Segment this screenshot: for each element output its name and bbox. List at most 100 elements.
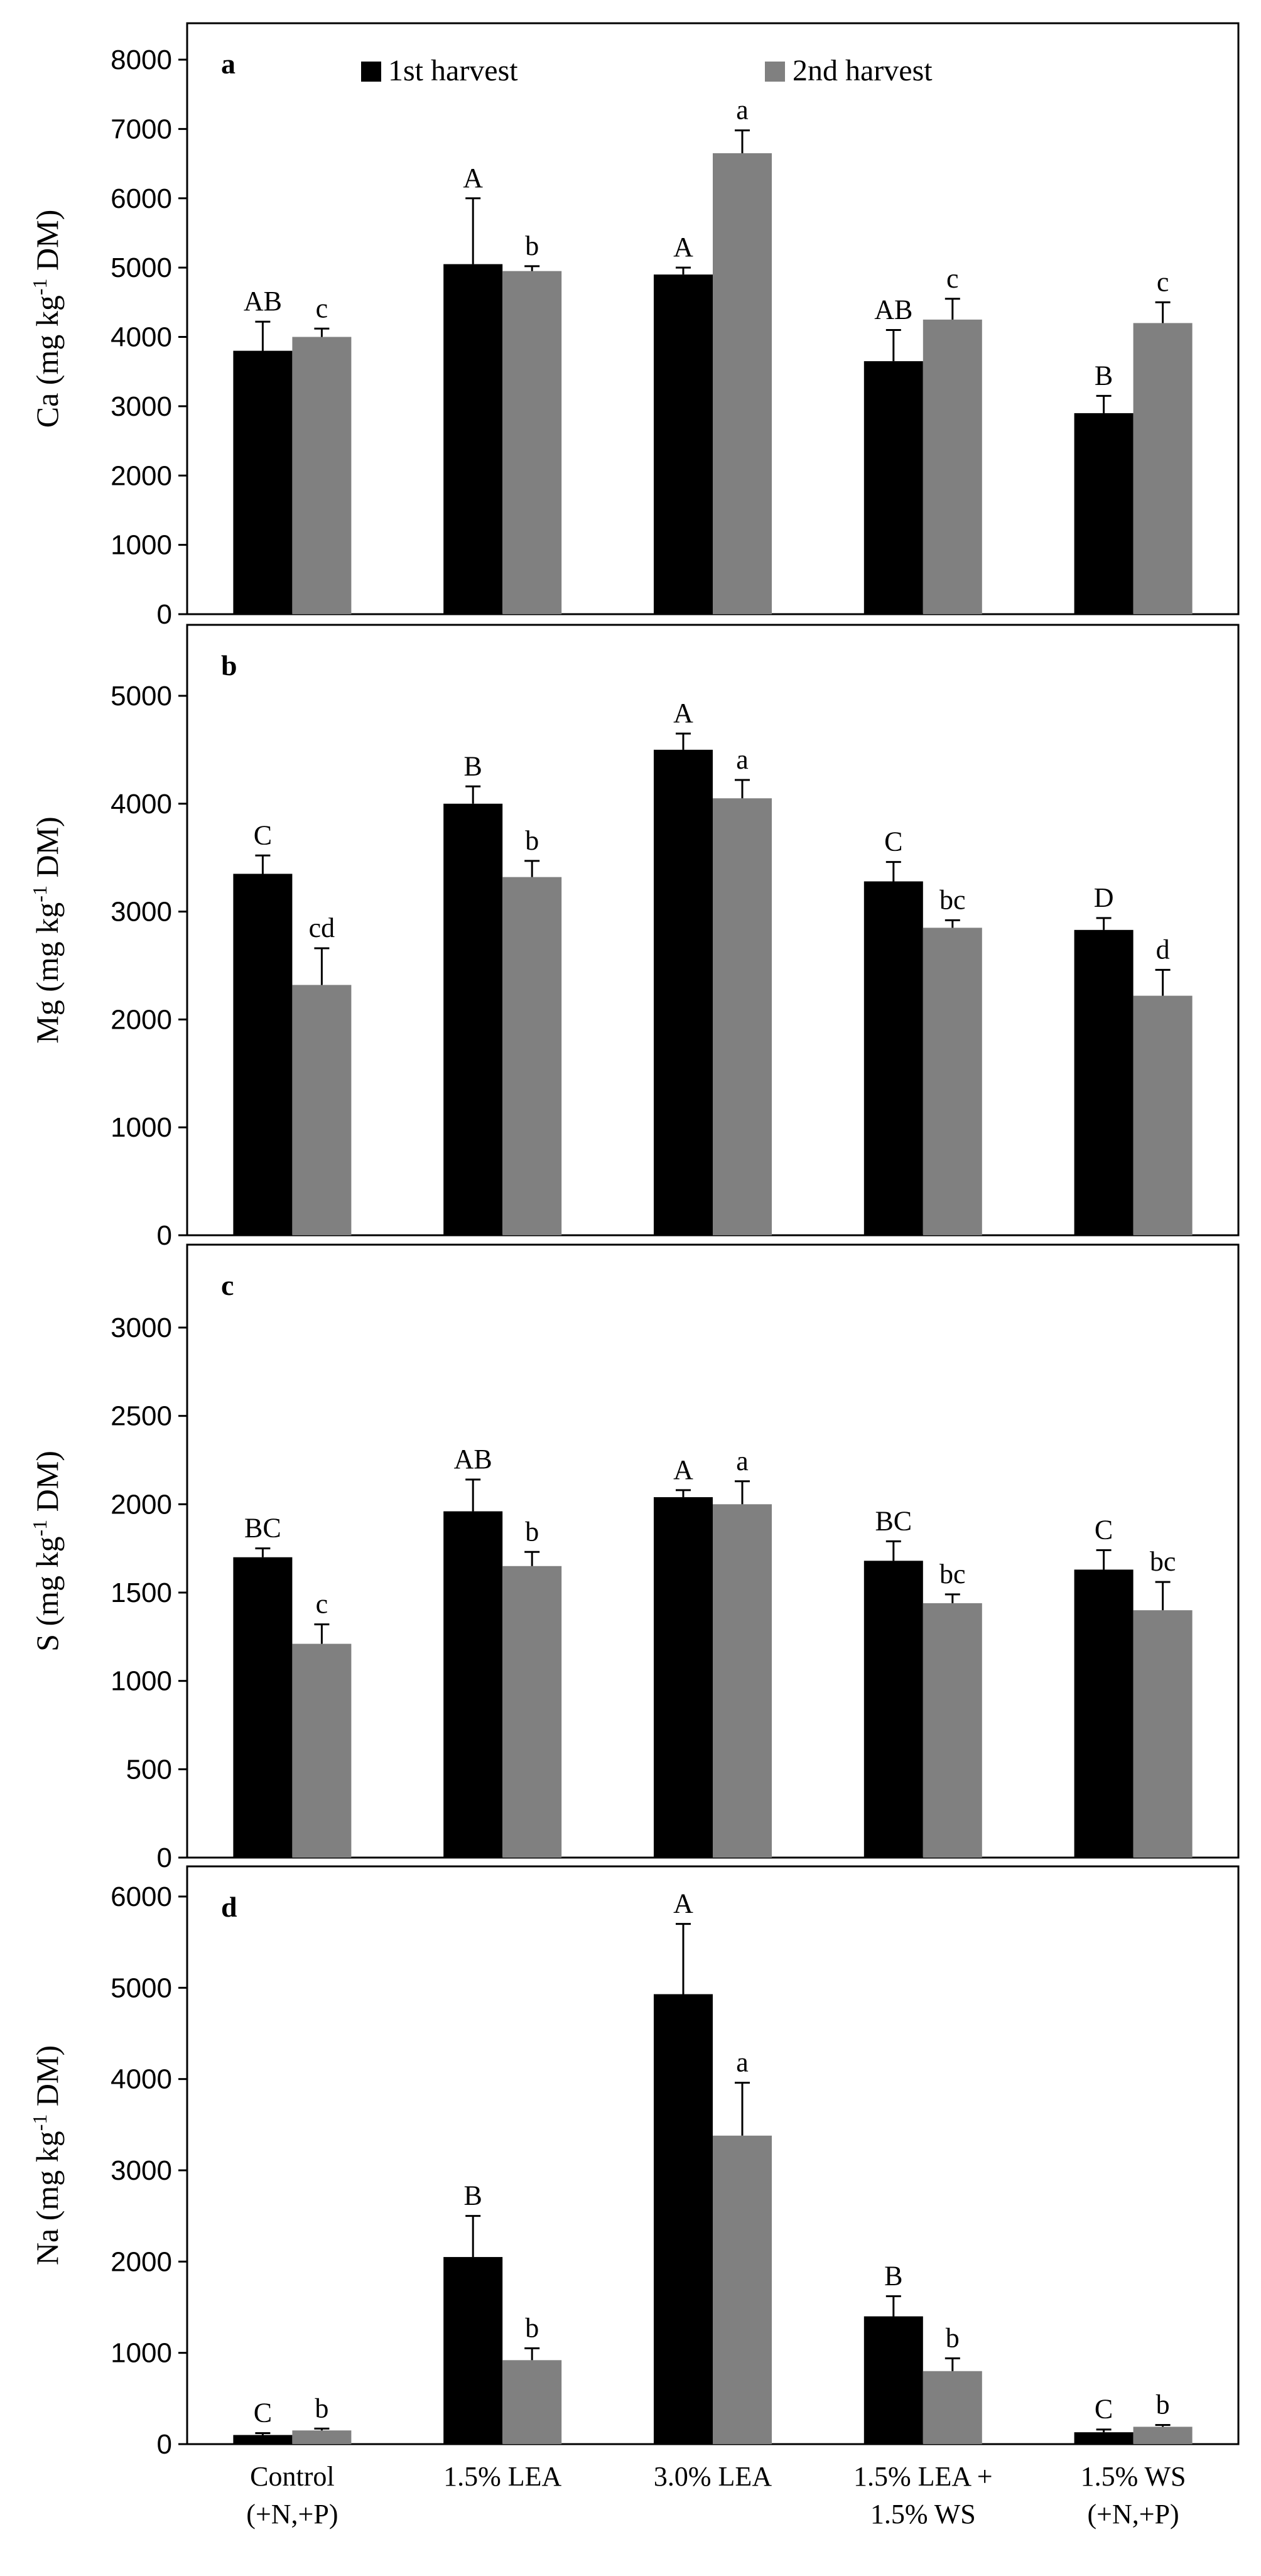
significance-letter: bc <box>1150 1546 1176 1577</box>
bar-c-1st-1 <box>443 1511 503 1858</box>
bar-a-1st-1 <box>443 264 503 614</box>
significance-letter: bc <box>939 1559 966 1589</box>
y-axis-label: Na (mg kg-1 DM) <box>28 2045 65 2265</box>
legend-swatch-1st-harvest <box>361 62 381 82</box>
bar-a-2nd-4 <box>1133 323 1193 614</box>
significance-letter: C <box>254 820 272 850</box>
bar-d-1st-0 <box>233 2435 293 2444</box>
bar-c-2nd-0 <box>292 1643 352 1858</box>
y-tick-label: 2500 <box>111 1401 172 1432</box>
bar-a-1st-3 <box>863 361 923 614</box>
bar-c-2nd-4 <box>1133 1610 1193 1858</box>
significance-letter: c <box>946 263 959 294</box>
significance-letter: d <box>1156 934 1170 965</box>
panel-label: b <box>221 649 237 681</box>
bar-d-2nd-4 <box>1133 2427 1193 2444</box>
significance-letter: A <box>673 1454 693 1485</box>
significance-letter: C <box>1095 1514 1113 1545</box>
x-axis-category-labels: Control (+N,+P) 1.5% LEA 3.0% LEA 1.5% LEA +… <box>246 2461 1186 2530</box>
y-tick-label: 6000 <box>111 183 172 214</box>
significance-letter: C <box>884 826 902 857</box>
panel-d: 0 1000 2000 3000 4000 5000 6000 d Na (mg kg-1 DM… <box>28 1865 1240 2460</box>
significance-letter: c <box>316 1589 328 1620</box>
bar-b-2nd-1 <box>502 877 562 1235</box>
significance-letter: b <box>1156 2389 1170 2420</box>
y-tick-label: 3000 <box>111 2155 172 2186</box>
y-tick-label: 1000 <box>111 1112 172 1143</box>
y-tick-label: 3000 <box>111 391 172 422</box>
significance-letter: B <box>464 750 482 781</box>
bar-c-1st-0 <box>233 1557 293 1858</box>
panel-label: a <box>221 48 235 80</box>
bar-a-1st-2 <box>654 274 713 615</box>
bar-c-1st-4 <box>1074 1569 1134 1858</box>
bar-c-2nd-2 <box>713 1504 772 1858</box>
y-tick-label: 6000 <box>111 1881 172 1912</box>
x-category-label: 1.5% WS <box>870 2499 976 2530</box>
y-tick-label: 0 <box>157 1843 172 1873</box>
x-category-label: 3.0% LEA <box>654 2461 772 2492</box>
bar-a-1st-4 <box>1074 413 1134 614</box>
y-tick-label: 4000 <box>111 2064 172 2095</box>
y-tick-label: 1000 <box>111 1666 172 1697</box>
x-category-label: (+N,+P) <box>1088 2499 1179 2530</box>
significance-letter: C <box>1095 2394 1113 2425</box>
y-tick-label: 0 <box>157 1220 172 1251</box>
x-category-label: 1.5% LEA + <box>853 2461 993 2492</box>
significance-letter: c <box>1157 266 1169 297</box>
bar-b-2nd-4 <box>1133 995 1193 1235</box>
significance-letter: C <box>254 2398 272 2428</box>
bar-b-1st-4 <box>1074 929 1134 1235</box>
significance-letter: a <box>736 1446 749 1476</box>
bar-d-2nd-3 <box>923 2371 982 2444</box>
x-category-label: Control <box>250 2461 334 2492</box>
significance-letter: b <box>946 2322 960 2353</box>
significance-letter: B <box>464 2180 482 2211</box>
significance-letter: B <box>884 2261 902 2292</box>
x-category-label: 1.5% LEA <box>443 2461 561 2492</box>
y-tick-label: 2000 <box>111 460 172 491</box>
bar-d-2nd-0 <box>292 2430 352 2444</box>
y-tick-label: 4000 <box>111 322 172 353</box>
significance-letter: B <box>1095 360 1113 391</box>
bar-b-1st-1 <box>443 803 503 1235</box>
bar-d-1st-3 <box>863 2316 923 2444</box>
panel-c: 0 500 1000 1500 2000 2500 3000 c S (mg kg-1 DM) B… <box>28 1243 1240 1873</box>
legend-swatch-2nd-harvest <box>765 62 785 82</box>
significance-letter: c <box>316 293 328 323</box>
y-axis-label: S (mg kg-1 DM) <box>28 1451 65 1652</box>
legend-label-2nd-harvest: 2nd harvest <box>793 54 933 87</box>
bar-a-1st-0 <box>233 350 293 614</box>
bar-c-1st-3 <box>863 1561 923 1858</box>
bar-d-1st-2 <box>654 1994 713 2444</box>
legend: 1st harvest 2nd harvest <box>361 54 933 87</box>
bar-c-2nd-3 <box>923 1603 982 1858</box>
significance-letter: A <box>673 232 693 262</box>
significance-letter: b <box>525 825 539 856</box>
bar-c-1st-2 <box>654 1497 713 1858</box>
y-tick-label: 3000 <box>111 897 172 928</box>
y-tick-label: 7000 <box>111 114 172 144</box>
y-axis-label: Mg (mg kg-1 DM) <box>28 816 65 1043</box>
significance-letter: A <box>673 1888 693 1919</box>
significance-letter: bc <box>939 884 966 915</box>
bar-a-2nd-3 <box>923 319 982 614</box>
y-tick-label: 4000 <box>111 789 172 820</box>
bar-b-2nd-3 <box>923 928 982 1235</box>
significance-letter: a <box>736 2047 749 2077</box>
significance-letter: AB <box>244 286 282 317</box>
y-tick-label: 0 <box>157 599 172 630</box>
y-tick-label: 2000 <box>111 1004 172 1035</box>
significance-letter: AB <box>874 294 912 325</box>
y-tick-label: 2000 <box>111 1489 172 1520</box>
significance-letter: cd <box>309 912 335 943</box>
bar-b-2nd-2 <box>713 798 772 1235</box>
bar-d-1st-4 <box>1074 2432 1134 2444</box>
significance-letter: BC <box>244 1513 281 1544</box>
y-tick-label: 8000 <box>111 45 172 75</box>
bar-b-1st-2 <box>654 749 713 1235</box>
bar-d-2nd-1 <box>502 2360 562 2444</box>
significance-letter: A <box>673 698 693 728</box>
significance-letter: a <box>736 744 749 775</box>
